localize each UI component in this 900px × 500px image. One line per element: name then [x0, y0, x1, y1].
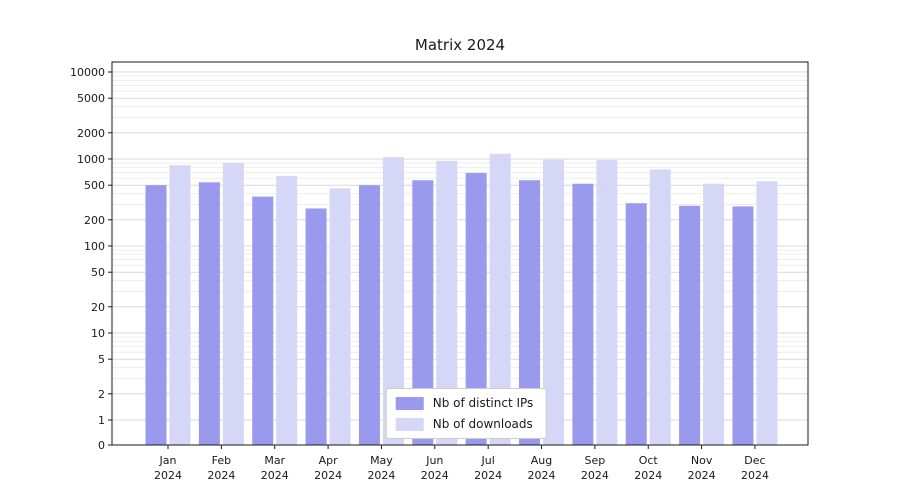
bar-downloads-Oct	[649, 169, 671, 446]
bar-downloads-Jun	[436, 160, 458, 445]
x-tick-label-year: 2024	[741, 469, 769, 482]
legend-item-distinct-ips: Nb of distinct IPs	[395, 396, 534, 410]
x-tick-label-month: Feb	[212, 454, 231, 467]
x-tick-label-month: Sep	[585, 454, 606, 467]
x-tick-label-year: 2024	[207, 469, 235, 482]
legend-item-downloads: Nb of downloads	[395, 417, 534, 431]
bar-downloads-Feb	[222, 162, 244, 445]
x-tick-label-month: Aug	[531, 454, 552, 467]
x-tick-label-month: Dec	[744, 454, 765, 467]
y-tick-label: 100	[84, 240, 105, 253]
x-tick-label-year: 2024	[367, 469, 395, 482]
x-tick-label-month: Apr	[319, 454, 339, 467]
bar-downloads-Mar	[276, 175, 298, 445]
chart-title: Matrix 2024	[414, 36, 506, 54]
bar-distinct-ips-Apr	[305, 208, 327, 445]
bar-distinct-ips-Sep	[572, 183, 594, 445]
y-tick-label: 0	[98, 439, 105, 452]
plot-border	[111, 61, 809, 446]
x-tick-label-year: 2024	[528, 469, 556, 482]
bar-downloads-Aug	[543, 159, 565, 445]
x-tick-label-year: 2024	[634, 469, 662, 482]
legend-label-distinct-ips: Nb of distinct IPs	[432, 396, 534, 410]
bar-downloads-Sep	[596, 160, 618, 445]
bar-distinct-ips-Oct	[625, 203, 647, 445]
bar-downloads-Jul	[489, 153, 511, 445]
bar-distinct-ips-Dec	[732, 206, 754, 445]
legend-swatch-downloads	[395, 417, 424, 431]
x-tick-label-month: Jul	[481, 454, 495, 467]
y-tick-label: 50	[91, 266, 105, 279]
x-tick-label-month: Oct	[639, 454, 659, 467]
y-tick-label: 200	[84, 214, 105, 227]
legend-swatch-distinct-ips	[395, 396, 424, 410]
y-tick-label: 2000	[77, 127, 105, 140]
y-tick-label: 5000	[77, 92, 105, 105]
x-tick-label-month: Jan	[159, 454, 177, 467]
bar-distinct-ips-Nov	[679, 205, 701, 445]
x-tick-label-year: 2024	[421, 469, 449, 482]
bar-distinct-ips-Jun	[412, 180, 434, 445]
y-tick-label: 1000	[77, 153, 105, 166]
bar-downloads-Dec	[756, 181, 778, 445]
x-tick-label-year: 2024	[154, 469, 182, 482]
bar-distinct-ips-Aug	[519, 180, 541, 445]
bar-distinct-ips-Jul	[465, 173, 487, 445]
bar-distinct-ips-Jan	[145, 185, 167, 445]
bar-distinct-ips-Mar	[252, 196, 274, 445]
bar-distinct-ips-Feb	[198, 182, 220, 445]
x-tick-label-year: 2024	[581, 469, 609, 482]
x-tick-label-year: 2024	[314, 469, 342, 482]
y-tick-label: 1	[98, 414, 105, 427]
y-tick-label: 10000	[70, 66, 105, 79]
bar-downloads-Apr	[329, 188, 351, 445]
y-tick-label: 10	[91, 327, 105, 340]
bar-downloads-Nov	[703, 183, 725, 445]
x-tick-label-month: Jun	[425, 454, 443, 467]
bar-downloads-May	[382, 157, 404, 445]
y-tick-label: 2	[98, 388, 105, 401]
x-tick-label-year: 2024	[474, 469, 502, 482]
legend-label-downloads: Nb of downloads	[432, 417, 533, 431]
y-tick-label: 500	[84, 179, 105, 192]
bar-downloads-Jan	[169, 165, 191, 445]
x-tick-label-year: 2024	[261, 469, 289, 482]
x-tick-label-month: Nov	[691, 454, 713, 467]
x-tick-label-month: Mar	[264, 454, 285, 467]
bar-distinct-ips-May	[358, 185, 380, 445]
y-tick-label: 5	[98, 353, 105, 366]
x-tick-label-month: May	[370, 454, 393, 467]
y-tick-label: 20	[91, 301, 105, 314]
legend: Nb of distinct IPs Nb of downloads	[385, 388, 547, 439]
x-tick-label-year: 2024	[688, 469, 716, 482]
